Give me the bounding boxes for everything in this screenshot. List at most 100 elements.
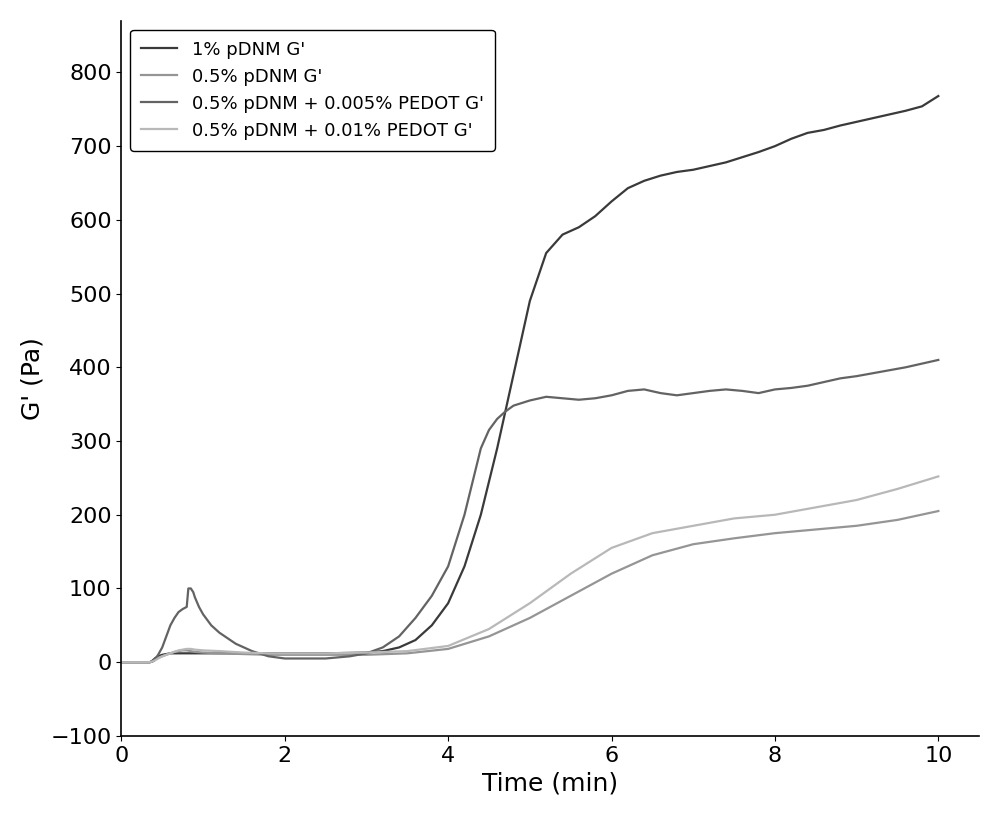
0.5% pDNM + 0.01% PEDOT G' bbox=[401, 646, 413, 656]
1% pDNM G' bbox=[181, 649, 193, 659]
0.5% pDNM G' bbox=[124, 657, 136, 667]
0.5% pDNM + 0.01% PEDOT G' bbox=[728, 513, 740, 523]
0.5% pDNM + 0.01% PEDOT G' bbox=[146, 657, 158, 667]
0.5% pDNM G' bbox=[262, 650, 274, 659]
0.5% pDNM G' bbox=[160, 650, 172, 659]
0.5% pDNM + 0.01% PEDOT G' bbox=[124, 657, 136, 667]
0.5% pDNM + 0.01% PEDOT G' bbox=[932, 472, 944, 481]
0.5% pDNM G' bbox=[606, 569, 618, 579]
0.5% pDNM G' bbox=[181, 645, 193, 655]
0.5% pDNM G' bbox=[851, 521, 863, 530]
0.5% pDNM + 0.01% PEDOT G' bbox=[238, 648, 250, 658]
0.5% pDNM + 0.01% PEDOT G' bbox=[810, 503, 822, 512]
0.5% pDNM + 0.01% PEDOT G' bbox=[119, 657, 131, 667]
Line: 0.5% pDNM + 0.005% PEDOT G': 0.5% pDNM + 0.005% PEDOT G' bbox=[121, 360, 938, 662]
0.5% pDNM G' bbox=[177, 645, 189, 655]
0.5% pDNM + 0.01% PEDOT G' bbox=[144, 657, 156, 667]
0.5% pDNM + 0.01% PEDOT G' bbox=[606, 543, 618, 552]
0.5% pDNM + 0.01% PEDOT G' bbox=[185, 644, 197, 654]
0.5% pDNM G' bbox=[115, 657, 127, 667]
1% pDNM G' bbox=[475, 510, 487, 520]
0.5% pDNM + 0.01% PEDOT G' bbox=[279, 649, 291, 659]
0.5% pDNM G' bbox=[132, 657, 144, 667]
0.5% pDNM + 0.01% PEDOT G' bbox=[262, 649, 274, 659]
0.5% pDNM G' bbox=[728, 534, 740, 543]
0.5% pDNM + 0.01% PEDOT G' bbox=[181, 644, 193, 654]
Line: 1% pDNM G': 1% pDNM G' bbox=[121, 96, 938, 662]
0.5% pDNM G' bbox=[891, 515, 903, 525]
0.5% pDNM + 0.01% PEDOT G' bbox=[115, 657, 127, 667]
0.5% pDNM + 0.01% PEDOT G' bbox=[148, 656, 160, 666]
0.5% pDNM + 0.01% PEDOT G' bbox=[160, 650, 172, 659]
0.5% pDNM + 0.005% PEDOT G' bbox=[156, 642, 168, 652]
0.5% pDNM G' bbox=[164, 649, 176, 659]
0.5% pDNM + 0.01% PEDOT G' bbox=[769, 510, 781, 520]
0.5% pDNM + 0.01% PEDOT G' bbox=[132, 657, 144, 667]
0.5% pDNM + 0.01% PEDOT G' bbox=[524, 598, 536, 608]
0.5% pDNM + 0.01% PEDOT G' bbox=[483, 624, 495, 634]
0.5% pDNM + 0.005% PEDOT G' bbox=[557, 393, 569, 403]
0.5% pDNM + 0.005% PEDOT G' bbox=[213, 628, 225, 637]
0.5% pDNM + 0.01% PEDOT G' bbox=[168, 647, 180, 657]
0.5% pDNM + 0.01% PEDOT G' bbox=[687, 521, 699, 530]
0.5% pDNM + 0.01% PEDOT G' bbox=[150, 655, 162, 665]
0.5% pDNM + 0.01% PEDOT G' bbox=[320, 649, 332, 659]
0.5% pDNM G' bbox=[646, 550, 658, 560]
0.5% pDNM G' bbox=[146, 657, 158, 667]
0.5% pDNM G' bbox=[168, 647, 180, 657]
0.5% pDNM G' bbox=[144, 657, 156, 667]
0.5% pDNM + 0.01% PEDOT G' bbox=[140, 657, 152, 667]
0.5% pDNM + 0.005% PEDOT G' bbox=[467, 477, 479, 486]
0.5% pDNM + 0.01% PEDOT G' bbox=[173, 645, 185, 655]
0.5% pDNM G' bbox=[156, 651, 168, 661]
0.5% pDNM + 0.005% PEDOT G' bbox=[508, 401, 520, 410]
0.5% pDNM G' bbox=[687, 539, 699, 549]
0.5% pDNM G' bbox=[401, 649, 413, 659]
0.5% pDNM G' bbox=[524, 613, 536, 623]
0.5% pDNM G' bbox=[810, 525, 822, 534]
0.5% pDNM + 0.01% PEDOT G' bbox=[189, 645, 201, 654]
0.5% pDNM G' bbox=[173, 646, 185, 656]
0.5% pDNM G' bbox=[140, 657, 152, 667]
0.5% pDNM G' bbox=[119, 657, 131, 667]
0.5% pDNM + 0.01% PEDOT G' bbox=[442, 641, 454, 651]
0.5% pDNM G' bbox=[769, 528, 781, 538]
0.5% pDNM G' bbox=[148, 656, 160, 666]
1% pDNM G' bbox=[671, 167, 683, 177]
Line: 0.5% pDNM G': 0.5% pDNM G' bbox=[121, 511, 938, 662]
0.5% pDNM G' bbox=[152, 653, 164, 663]
0.5% pDNM + 0.01% PEDOT G' bbox=[851, 495, 863, 505]
0.5% pDNM + 0.005% PEDOT G' bbox=[932, 355, 944, 365]
0.5% pDNM G' bbox=[360, 650, 372, 659]
0.5% pDNM + 0.01% PEDOT G' bbox=[156, 651, 168, 661]
Legend: 1% pDNM G', 0.5% pDNM G', 0.5% pDNM + 0.005% PEDOT G', 0.5% pDNM + 0.01% PEDOT G: 1% pDNM G', 0.5% pDNM G', 0.5% pDNM + 0.… bbox=[130, 30, 495, 151]
1% pDNM G' bbox=[124, 657, 136, 667]
0.5% pDNM G' bbox=[279, 650, 291, 659]
Y-axis label: G' (Pa): G' (Pa) bbox=[21, 337, 45, 419]
1% pDNM G' bbox=[932, 91, 944, 101]
0.5% pDNM G' bbox=[213, 649, 225, 659]
0.5% pDNM + 0.01% PEDOT G' bbox=[164, 649, 176, 659]
0.5% pDNM G' bbox=[483, 632, 495, 641]
1% pDNM G' bbox=[146, 656, 158, 666]
1% pDNM G' bbox=[152, 651, 164, 661]
0.5% pDNM + 0.01% PEDOT G' bbox=[177, 645, 189, 654]
0.5% pDNM G' bbox=[238, 650, 250, 659]
0.5% pDNM + 0.01% PEDOT G' bbox=[646, 528, 658, 538]
0.5% pDNM + 0.01% PEDOT G' bbox=[152, 654, 164, 663]
0.5% pDNM + 0.01% PEDOT G' bbox=[213, 646, 225, 656]
0.5% pDNM G' bbox=[189, 647, 201, 657]
0.5% pDNM G' bbox=[320, 650, 332, 659]
X-axis label: Time (min): Time (min) bbox=[482, 771, 618, 795]
0.5% pDNM + 0.01% PEDOT G' bbox=[565, 569, 577, 579]
0.5% pDNM G' bbox=[565, 591, 577, 601]
0.5% pDNM G' bbox=[150, 654, 162, 664]
0.5% pDNM + 0.01% PEDOT G' bbox=[891, 484, 903, 494]
0.5% pDNM + 0.01% PEDOT G' bbox=[360, 648, 372, 658]
0.5% pDNM G' bbox=[197, 648, 209, 658]
0.5% pDNM + 0.01% PEDOT G' bbox=[197, 645, 209, 655]
0.5% pDNM + 0.005% PEDOT G' bbox=[182, 583, 194, 593]
0.5% pDNM G' bbox=[185, 646, 197, 656]
0.5% pDNM G' bbox=[932, 506, 944, 516]
Line: 0.5% pDNM + 0.01% PEDOT G': 0.5% pDNM + 0.01% PEDOT G' bbox=[121, 477, 938, 662]
